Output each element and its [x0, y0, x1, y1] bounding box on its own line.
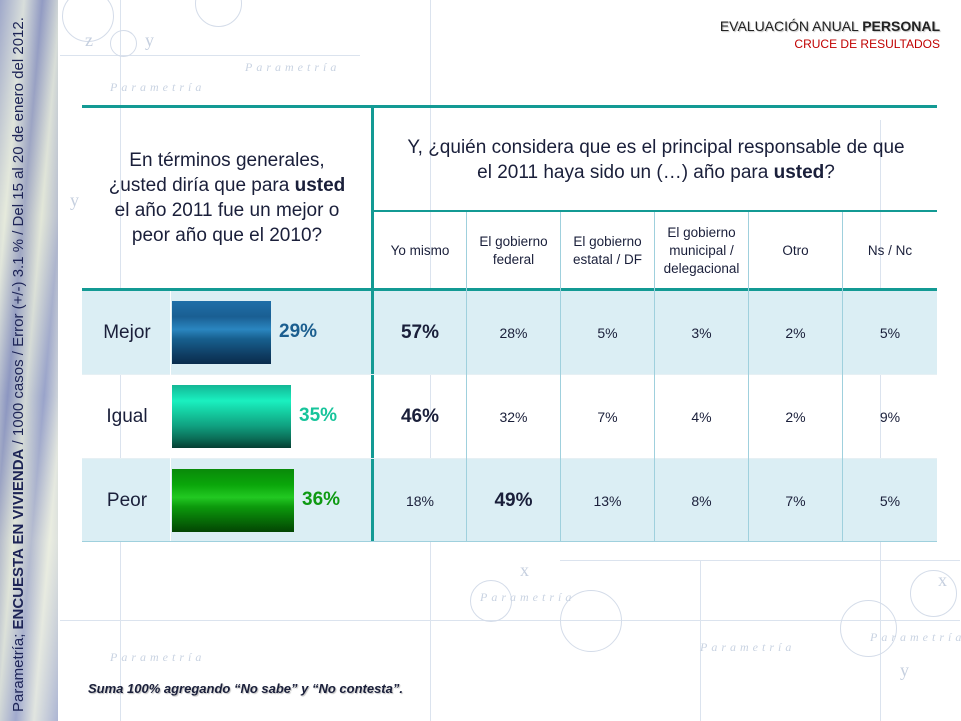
page-subtitle: CRUCE DE RESULTADOS — [794, 37, 940, 51]
watermark-letter: x — [938, 570, 947, 590]
bar-igual — [172, 385, 291, 448]
bar-value-mejor: 29% — [279, 321, 318, 342]
watermark-text: Parametría — [110, 650, 206, 664]
table-cell: 32% — [499, 409, 528, 425]
page-title: EVALUACIÓN ANUAL PERSONAL — [719, 18, 940, 34]
watermark-letter: y — [900, 660, 909, 680]
watermark-text: Parametría — [480, 590, 576, 604]
bar-column-divider — [170, 291, 171, 541]
row-separator — [82, 374, 937, 375]
table-top-border — [82, 105, 937, 108]
column-header-yo-mismo: Yo mismo — [390, 243, 450, 258]
question-divider — [374, 210, 937, 212]
column-divider — [466, 212, 467, 542]
footnote: Suma 100% agregando “No sabe” y “No cont… — [88, 681, 403, 696]
table-bottom-border — [82, 541, 937, 542]
table-cell: 18% — [405, 493, 435, 509]
row-label-mejor: Mejor — [103, 322, 151, 343]
watermark-letter: y — [70, 190, 79, 210]
column-divider — [560, 212, 561, 542]
table-vertical-divider — [371, 105, 374, 542]
watermark-letter: z — [85, 30, 93, 50]
table-cell: 46% — [400, 406, 440, 427]
watermark-text: Parametría — [700, 640, 796, 654]
bar-value-igual: 35% — [299, 405, 338, 426]
table-cell: 2% — [785, 325, 806, 341]
table-cell: 9% — [879, 409, 901, 425]
table-cell: 3% — [691, 325, 712, 341]
question-right: Y, ¿quién considera que es el principal … — [407, 136, 905, 183]
column-header-gobierno-federal: El gobierno federal — [479, 234, 548, 267]
table-cell: 49% — [494, 490, 533, 511]
watermark-text: Parametría — [110, 80, 206, 94]
table-cell: 57% — [400, 322, 440, 343]
table-cell: 13% — [593, 493, 622, 509]
table-header-divider — [82, 288, 937, 291]
column-header-ns-nc: Ns / Nc — [867, 243, 913, 258]
bar-peor — [172, 469, 294, 532]
column-header-otro: Otro — [782, 243, 809, 258]
watermark-text: Parametría — [870, 630, 961, 644]
bar-mejor — [172, 301, 271, 364]
column-divider — [842, 212, 843, 542]
bar-value-peor: 36% — [302, 489, 341, 510]
table-cell: 7% — [597, 409, 618, 425]
side-decoration — [0, 0, 58, 721]
table-cell: 2% — [785, 409, 806, 425]
watermark-letter: x — [520, 560, 529, 580]
table-cell: 8% — [691, 493, 712, 509]
column-divider — [654, 212, 655, 542]
table-cell: 28% — [499, 325, 528, 341]
table-cell: 5% — [879, 493, 901, 509]
table-cell: 4% — [691, 409, 712, 425]
source-note: Parametría; ENCUESTA EN VIVIENDA / 1000 … — [10, 17, 27, 712]
watermark-letter: y — [145, 30, 154, 50]
row-label-igual: Igual — [106, 406, 148, 427]
row-separator — [82, 458, 937, 459]
column-header-gobierno-estatal: El gobierno estatal / DF — [572, 234, 643, 267]
row-label-peor: Peor — [106, 490, 148, 511]
table-cell: 7% — [785, 493, 806, 509]
watermark-text: Parametría — [245, 60, 341, 74]
column-divider — [748, 212, 749, 542]
question-left: En términos generales, ¿usted diría que … — [108, 150, 346, 246]
table-cell: 5% — [597, 325, 618, 341]
column-header-gobierno-municipal: El gobierno municipal / delegacional — [663, 225, 740, 276]
table-cell: 5% — [879, 325, 901, 341]
